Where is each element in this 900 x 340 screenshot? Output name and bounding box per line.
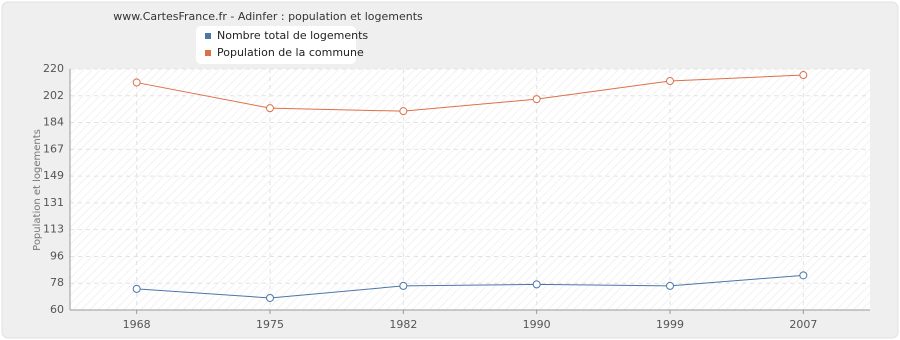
legend-swatch	[205, 50, 211, 56]
y-tick-label: 149	[43, 169, 64, 182]
point	[666, 77, 674, 86]
point	[799, 71, 808, 80]
y-tick-label: 220	[43, 62, 64, 75]
legend-swatch	[205, 33, 211, 39]
point	[399, 107, 408, 116]
chart-title: www.CartesFrance.fr - Adinfer : populati…	[113, 10, 423, 23]
y-tick-label: 202	[43, 89, 64, 102]
y-tick-label: 167	[43, 142, 64, 155]
y-tick-label: 78	[50, 276, 64, 289]
x-tick-label: 1975	[256, 318, 284, 331]
x-tick-label: 2007	[789, 318, 817, 331]
x-tick-label: 1968	[123, 318, 151, 331]
point	[266, 104, 274, 113]
x-tick-label: 1990	[523, 318, 551, 331]
point	[132, 78, 141, 87]
point	[399, 281, 408, 290]
legend-label: Population de la commune	[217, 46, 364, 59]
point	[666, 281, 674, 290]
series-line	[136, 74, 804, 112]
point	[532, 95, 541, 104]
y-tick-label: 184	[43, 116, 64, 129]
plot: 60 78 96 113 131 149 167 184 202 220 1968 1975 1982 1…	[43, 29, 870, 331]
point	[532, 280, 541, 289]
point	[799, 271, 808, 280]
legend-label: Nombre total de logements	[217, 29, 368, 42]
legend	[196, 26, 356, 64]
point	[266, 293, 274, 302]
y-axis-label: Population et logements	[32, 129, 43, 251]
x-tick-label: 1999	[656, 318, 684, 331]
y-tick-label: 113	[43, 223, 64, 236]
y-tick-label: 131	[43, 196, 64, 209]
series-line	[136, 274, 804, 299]
plot-area	[70, 69, 870, 310]
y-tick-label: 60	[50, 303, 64, 316]
point	[132, 284, 141, 293]
y-tick-label: 96	[50, 249, 64, 262]
x-tick-label: 1982	[389, 318, 417, 331]
